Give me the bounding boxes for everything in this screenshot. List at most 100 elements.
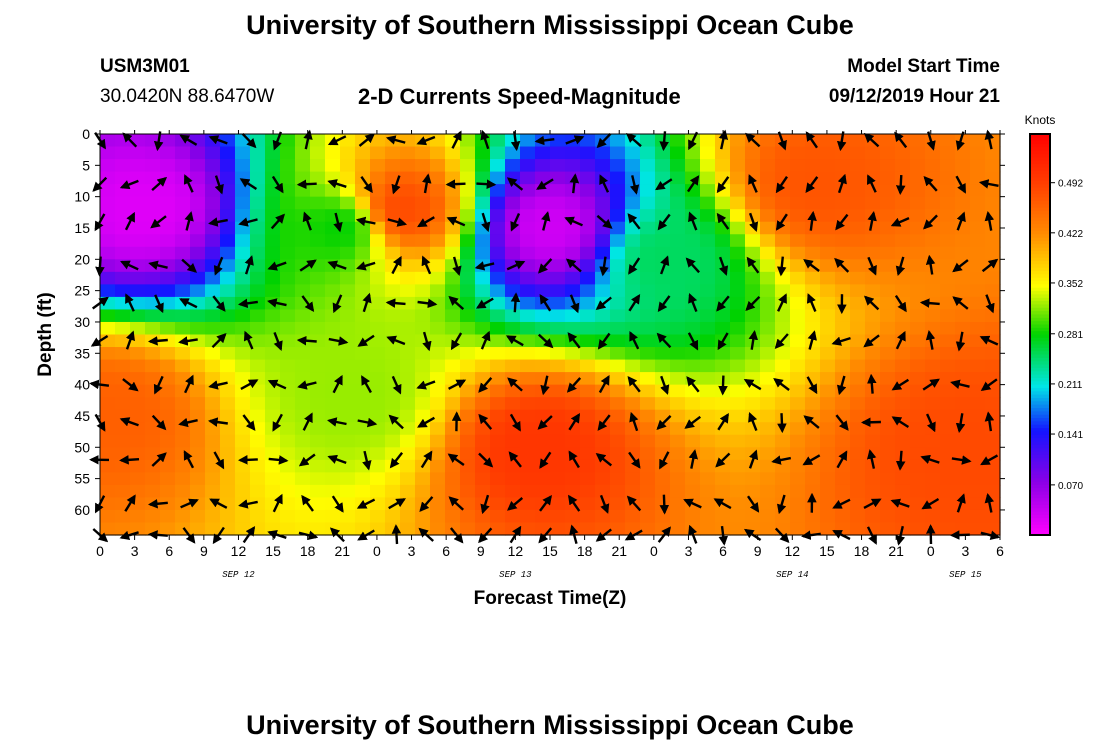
- heatmap-cell: [640, 309, 656, 323]
- heatmap-cell: [235, 284, 251, 298]
- current-vector-arrow: [389, 451, 404, 469]
- colorbar-segment: [1030, 327, 1050, 332]
- colorbar-segment: [1030, 454, 1050, 459]
- heatmap-cell: [235, 347, 251, 361]
- y-axis-title: Depth (ft): [35, 292, 56, 376]
- heatmap-cell: [730, 422, 746, 436]
- heatmap-cell: [520, 372, 536, 386]
- current-vector-arrow: [568, 494, 581, 512]
- heatmap-cell: [520, 321, 536, 336]
- heatmap-cell: [880, 171, 896, 185]
- colorbar-segment: [1030, 227, 1050, 232]
- heatmap-cell: [400, 284, 416, 298]
- heatmap-cell: [415, 484, 431, 499]
- colorbar-segment: [1030, 448, 1050, 453]
- colorbar-segment: [1030, 224, 1050, 229]
- heatmap-cell: [895, 447, 911, 461]
- heatmap-cell: [250, 309, 266, 323]
- heatmap-cell: [970, 259, 986, 273]
- heatmap-cell: [475, 359, 491, 373]
- current-vector-arrow: [683, 498, 702, 509]
- heatmap-cell: [940, 447, 956, 461]
- heatmap-cell: [940, 284, 956, 298]
- heatmap-cell: [955, 434, 971, 448]
- heatmap-cell: [955, 196, 971, 210]
- heatmap-cell: [400, 522, 416, 536]
- heatmap-cell: [340, 134, 356, 148]
- heatmap-cell: [505, 384, 521, 398]
- heatmap-cell: [430, 209, 446, 223]
- heatmap-cell: [895, 184, 911, 198]
- heatmap-cell: [640, 196, 656, 210]
- current-vector-arrow: [952, 296, 969, 310]
- colorbar-segment: [1030, 518, 1050, 523]
- heatmap-cell: [730, 171, 746, 185]
- heatmap-cell: [940, 296, 956, 311]
- heatmap-cell: [115, 171, 131, 185]
- heatmap-cell: [655, 472, 671, 486]
- heatmap-cell: [700, 347, 716, 361]
- heatmap-cell: [985, 497, 1001, 511]
- heatmap-cell: [580, 347, 596, 361]
- heatmap-cell: [205, 434, 221, 448]
- heatmap-cell: [250, 296, 266, 311]
- heatmap-cell: [670, 472, 686, 486]
- heatmap-cell: [175, 159, 191, 173]
- x-tick-label: 6: [442, 543, 450, 559]
- heatmap-cell: [745, 209, 761, 223]
- heatmap-cell: [235, 246, 251, 260]
- heatmap-cell: [610, 234, 626, 248]
- heatmap-cell: [490, 171, 506, 185]
- heatmap-cell: [865, 159, 881, 173]
- current-vector-arrow: [628, 257, 641, 275]
- heatmap-cell: [445, 434, 461, 448]
- heatmap-cell: [925, 259, 941, 273]
- heatmap-cell: [580, 309, 596, 323]
- heatmap-cell: [295, 159, 311, 173]
- heatmap-cell: [940, 234, 956, 248]
- heatmap-cell: [850, 484, 866, 499]
- heatmap-cell: [400, 246, 416, 260]
- heatmap-cell: [415, 184, 431, 198]
- current-vector-arrow: [179, 134, 198, 146]
- heatmap-cell: [820, 384, 836, 398]
- heatmap-cell: [790, 159, 806, 173]
- heatmap-cell: [640, 171, 656, 185]
- heatmap-cell: [670, 171, 686, 185]
- heatmap-cell: [550, 209, 566, 223]
- heatmap-cell: [430, 359, 446, 373]
- current-vector-arrow: [506, 177, 524, 191]
- current-vector-arrow: [451, 130, 462, 149]
- heatmap-cell: [640, 409, 656, 423]
- current-vector-arrow: [125, 293, 135, 312]
- heatmap-cell: [490, 422, 506, 436]
- heatmap-cell: [700, 509, 716, 524]
- heatmap-cell: [640, 472, 656, 486]
- heatmap-cell: [850, 359, 866, 373]
- current-vector-arrow: [237, 298, 258, 309]
- heatmap-cell: [850, 259, 866, 273]
- current-vector-arrow: [475, 297, 494, 309]
- heatmap-cell: [865, 347, 881, 361]
- heatmap-cell: [535, 271, 551, 285]
- heatmap-cell: [580, 359, 596, 373]
- heatmap-cell: [370, 259, 386, 273]
- heatmap-cell: [325, 397, 341, 411]
- heatmap-cell: [565, 171, 581, 185]
- heatmap-cell: [670, 484, 686, 499]
- heatmap-cell: [970, 309, 986, 323]
- heatmap-cell: [100, 271, 116, 285]
- colorbar-segment: [1030, 200, 1050, 205]
- current-vector-arrow: [807, 210, 817, 231]
- colorbar-segment: [1030, 367, 1050, 372]
- heatmap-cell: [820, 334, 836, 348]
- current-vector-arrow: [178, 417, 198, 428]
- heatmap-cell: [610, 372, 626, 386]
- heatmap-cell: [625, 271, 641, 285]
- colorbar-segment: [1030, 397, 1050, 402]
- colorbar-segment: [1030, 281, 1050, 285]
- heatmap-cell: [295, 522, 311, 536]
- heatmap-cell: [265, 246, 281, 260]
- current-vector-arrow: [567, 332, 581, 349]
- heatmap-cell: [955, 334, 971, 348]
